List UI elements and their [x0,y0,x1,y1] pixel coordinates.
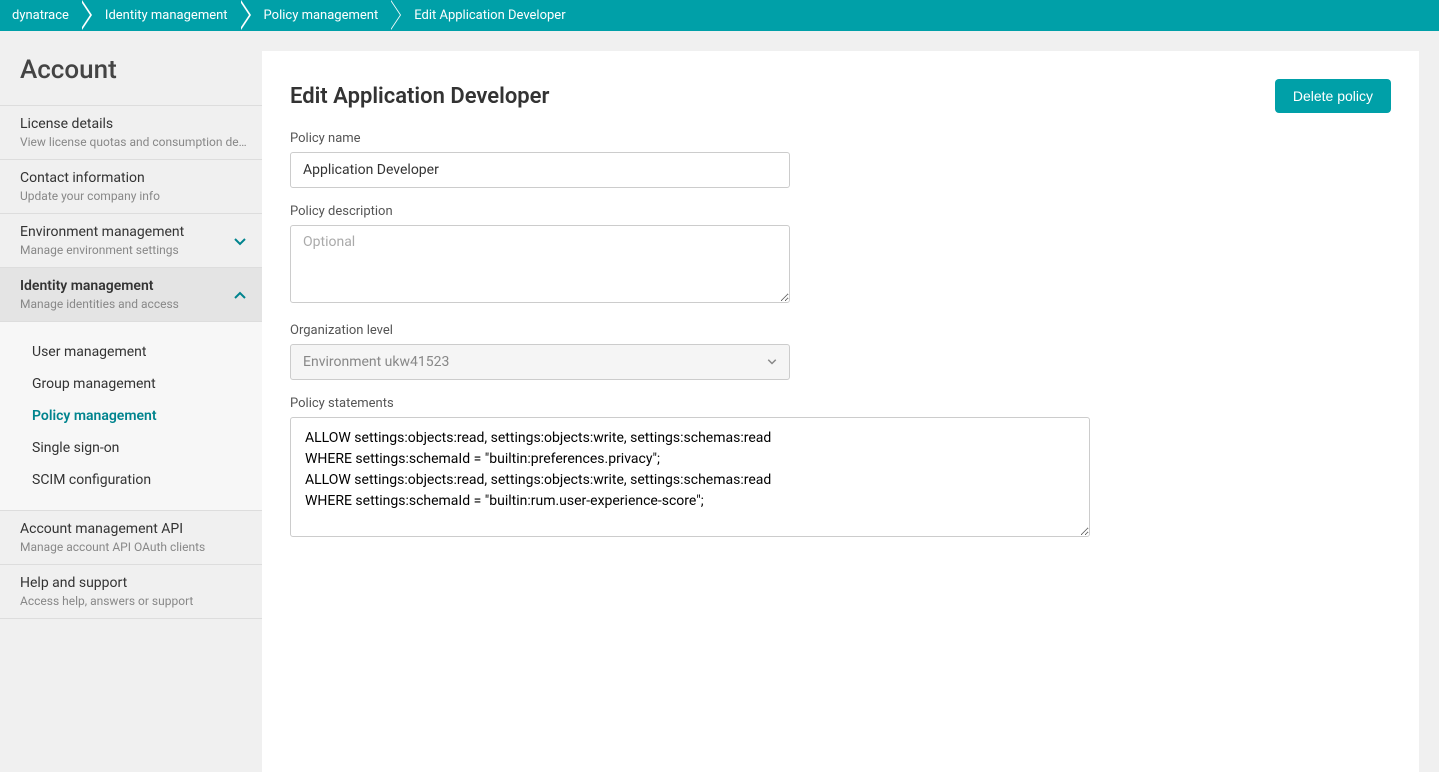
sidebar-subitem-user-mgmt[interactable]: User management [0,336,262,368]
sidebar-item-environment[interactable]: Environment management Manage environmen… [0,213,262,267]
sidebar-item-sub: Manage identities and access [20,297,224,311]
sidebar-item-sub: Manage account API OAuth clients [20,540,248,554]
sidebar-item-text: Contact information Update your company … [20,170,248,203]
policy-description-label: Policy description [290,204,1391,219]
sidebar-item-sub: Access help, answers or support [20,594,248,608]
sidebar-item-contact[interactable]: Contact information Update your company … [0,159,262,213]
sidebar-item-text: Help and support Access help, answers or… [20,575,248,608]
sidebar-item-title: Help and support [20,575,248,591]
page-header: Edit Application Developer Delete policy [290,79,1391,113]
sidebar-item-license[interactable]: License details View license quotas and … [0,105,262,159]
org-level-select-wrapper [290,344,790,380]
org-level-select [290,344,790,380]
form-group-org-level: Organization level [290,323,1391,380]
form-group-policy-name: Policy name [290,131,1391,188]
sidebar-item-help[interactable]: Help and support Access help, answers or… [0,564,262,619]
sidebar-subitem-sso[interactable]: Single sign-on [0,432,262,464]
sidebar-item-text: Identity management Manage identities an… [20,278,224,311]
sidebar-subitem-group-mgmt[interactable]: Group management [0,368,262,400]
sidebar-subitem-scim[interactable]: SCIM configuration [0,464,262,496]
form-group-description: Policy description [290,204,1391,307]
sidebar: Account License details View license quo… [0,31,262,772]
sidebar-item-title: Contact information [20,170,248,186]
sidebar-item-text: License details View license quotas and … [20,116,248,149]
sidebar-item-text: Account management API Manage account AP… [20,521,248,554]
sidebar-item-text: Environment management Manage environmen… [20,224,224,257]
breadcrumb-item-root[interactable]: dynatrace [0,0,83,31]
org-level-label: Organization level [290,323,1391,338]
sidebar-title: Account [0,31,262,105]
breadcrumb-label: Edit Application Developer [414,8,565,23]
sidebar-subnav: User management Group management Policy … [0,321,262,510]
sidebar-item-api[interactable]: Account management API Manage account AP… [0,510,262,564]
breadcrumb-label: Policy management [264,8,379,23]
sidebar-item-title: Identity management [20,278,224,294]
breadcrumb-item-policy[interactable]: Policy management [242,0,393,31]
policy-description-textarea[interactable] [290,225,790,303]
chevron-down-icon [232,233,248,249]
breadcrumb-item-current: Edit Application Developer [392,0,579,31]
sidebar-item-sub: Manage environment settings [20,243,224,257]
main-panel: Edit Application Developer Delete policy… [262,51,1419,772]
sidebar-item-sub: Update your company info [20,189,248,203]
sidebar-item-identity[interactable]: Identity management Manage identities an… [0,267,262,321]
breadcrumb: dynatrace Identity management Policy man… [0,0,1439,31]
chevron-up-icon [232,287,248,303]
sidebar-item-sub: View license quotas and consumption de..… [20,135,248,149]
policy-name-label: Policy name [290,131,1391,146]
sidebar-item-title: Environment management [20,224,224,240]
sidebar-item-title: License details [20,116,248,132]
sidebar-subitem-policy-mgmt[interactable]: Policy management [0,400,262,432]
breadcrumb-item-identity[interactable]: Identity management [83,0,242,31]
breadcrumb-label: dynatrace [12,8,69,23]
page-title: Edit Application Developer [290,84,549,109]
policy-name-input[interactable] [290,152,790,188]
sidebar-item-title: Account management API [20,521,248,537]
policy-statements-label: Policy statements [290,396,1391,411]
form-group-statements: Policy statements [290,396,1391,541]
delete-policy-button[interactable]: Delete policy [1275,79,1391,113]
breadcrumb-label: Identity management [105,8,228,23]
policy-statements-textarea[interactable] [290,417,1090,537]
